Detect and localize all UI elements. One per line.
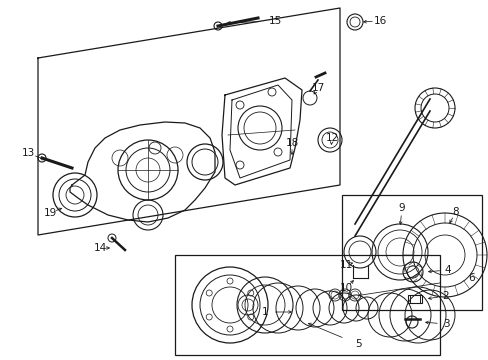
Text: 1: 1 [261,307,268,317]
Text: 13: 13 [21,148,35,158]
Text: 17: 17 [311,83,324,93]
Bar [341,195,481,310]
Text: 18: 18 [285,138,298,148]
Text: 10: 10 [339,283,352,293]
Bar [175,255,439,355]
Text: 11: 11 [339,260,352,270]
Text: 19: 19 [43,208,57,218]
Bar [407,295,421,303]
Text: 12: 12 [325,133,338,143]
Text: 16: 16 [373,16,386,26]
Text: 3: 3 [442,319,448,329]
Text: 8: 8 [452,207,458,217]
Text: 4: 4 [444,265,450,275]
Text: 5: 5 [354,339,361,349]
Text: 15: 15 [268,16,281,26]
Text: 6: 6 [468,273,474,283]
Text: 9: 9 [398,203,405,213]
Text: 14: 14 [93,243,106,253]
Text: 2: 2 [442,291,448,301]
